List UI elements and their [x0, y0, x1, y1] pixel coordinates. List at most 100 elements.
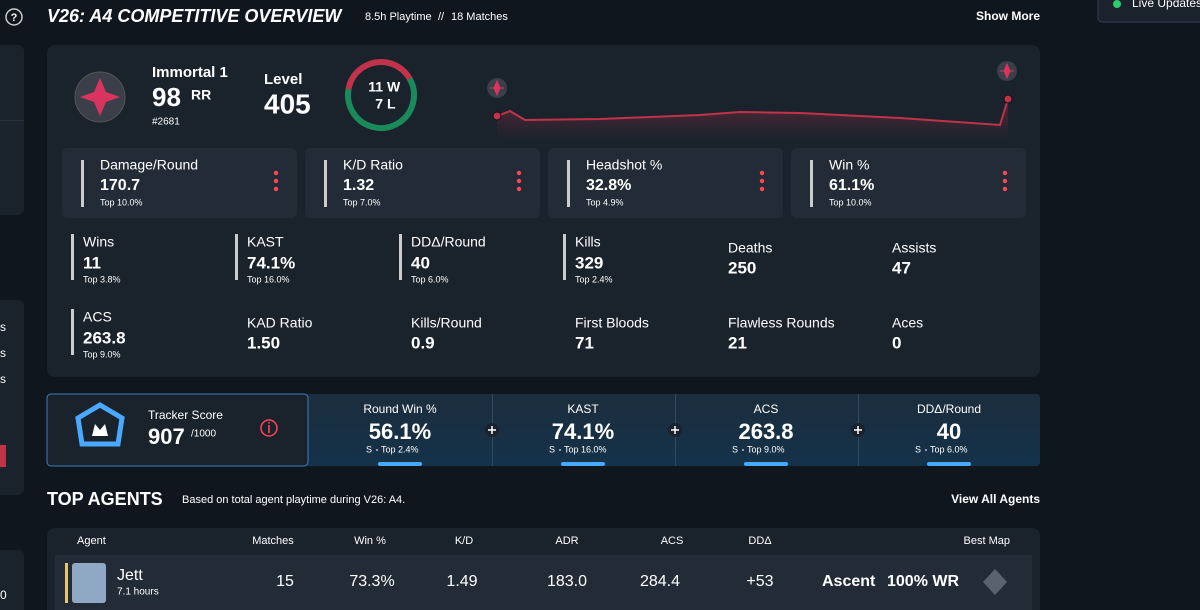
tracker-item-grade: S: [732, 444, 738, 454]
kebab-dot[interactable]: [273, 178, 279, 184]
tracker-item-bar: [744, 462, 788, 466]
tracker-item-value: 263.8: [738, 419, 793, 444]
stat-label: Damage/Round: [100, 157, 198, 173]
tracker-item-grade: S: [549, 444, 555, 454]
stat-label: KAST: [247, 234, 284, 250]
tracker-item-bar: [561, 462, 605, 466]
wins: 11: [368, 79, 383, 95]
stat-value: 1.50: [247, 333, 280, 352]
rank-rr: 98: [152, 82, 181, 112]
stat-value: 1.32: [343, 177, 374, 194]
plus-glyph: [854, 426, 862, 434]
agent-hours: 7.1 hours: [117, 587, 159, 598]
kebab-dot[interactable]: [1002, 186, 1008, 192]
sidebar-item: 0: [0, 588, 7, 602]
agent-row-marker: [65, 563, 68, 603]
column-header: Agent: [77, 535, 106, 547]
stat-label: Headshot %: [586, 157, 662, 173]
kebab-dot[interactable]: [759, 186, 765, 192]
rating-point: [492, 111, 502, 121]
kebab-dot[interactable]: [516, 170, 522, 176]
grade-dot: [925, 449, 927, 451]
stat-top: Top 7.0%: [343, 197, 381, 207]
stat-bar: [235, 234, 238, 280]
rank-emblem-small: [1000, 62, 1014, 80]
matches: 18 Matches: [451, 11, 508, 23]
agent-row[interactable]: [55, 555, 1032, 610]
stat-value: 170.7: [100, 177, 140, 194]
sidebar-marker: [0, 445, 6, 467]
stat-label: KAD Ratio: [247, 315, 313, 331]
stat-bar: [399, 234, 402, 280]
sidebar-panel: [0, 45, 24, 215]
column-header: Best Map: [964, 535, 1010, 547]
grade-dot: [742, 449, 744, 451]
agent-name: Jett: [117, 567, 143, 584]
tracker-item-grade: S: [915, 444, 921, 454]
stat-value: 47: [892, 258, 911, 277]
tracker-max: /1000: [191, 429, 216, 440]
stat-value: 263.8: [83, 328, 126, 347]
help-glyph: ?: [11, 12, 18, 24]
losses: 7: [375, 96, 383, 112]
losses-unit: L: [387, 96, 396, 112]
stat-card: [791, 148, 1026, 218]
tracker-item-top: Top 16.0%: [564, 444, 607, 454]
stat-value: 0: [892, 333, 901, 352]
agent-cell: 73.3%: [349, 573, 394, 590]
stat-card: [548, 148, 783, 218]
stat-card: [62, 148, 297, 218]
stat-label: ACS: [83, 309, 112, 325]
stat-label: Deaths: [728, 240, 772, 256]
rank-emblem: [80, 78, 120, 116]
help-icon[interactable]: [5, 8, 23, 26]
sidebar-panel: [0, 550, 24, 610]
kebab-dot[interactable]: [273, 186, 279, 192]
stat-bar: [81, 160, 84, 207]
tracker-item-label: Round Win %: [363, 402, 437, 416]
stat-top: Top 6.0%: [411, 274, 449, 284]
live-box[interactable]: [1097, 0, 1200, 23]
map-icon: [983, 569, 1007, 595]
stat-label: K/D Ratio: [343, 157, 403, 173]
kebab-dot[interactable]: [1002, 178, 1008, 184]
stat-label: Win %: [829, 157, 869, 173]
kebab-dot[interactable]: [516, 186, 522, 192]
tracker-item-value: 40: [937, 419, 961, 444]
kebab-dot[interactable]: [1002, 170, 1008, 176]
kebab-dot[interactable]: [759, 170, 765, 176]
best-map-wr: 100% WR: [887, 573, 959, 590]
stat-value: 61.1%: [829, 177, 874, 194]
info-icon[interactable]: [260, 419, 278, 437]
tracker-icon: [75, 402, 125, 447]
stat-value: 0.9: [411, 333, 435, 352]
view-all-agents[interactable]: View All Agents: [951, 492, 1040, 506]
stat-value: 21: [728, 333, 747, 352]
tracker-score: 907: [148, 424, 185, 449]
agents-title: TOP AGENTS: [47, 489, 163, 509]
stat-value: 71: [575, 333, 594, 352]
stat-top: Top 9.0%: [83, 349, 121, 359]
stat-label: Aces: [892, 315, 923, 331]
stat-label: Assists: [892, 240, 936, 256]
plus-glyph: [671, 426, 679, 434]
show-more[interactable]: Show More: [976, 9, 1040, 23]
grade-dot: [559, 449, 561, 451]
kebab-dot[interactable]: [516, 178, 522, 184]
agents-subtitle: Based on total agent playtime during V26…: [182, 494, 405, 506]
stat-top: Top 10.0%: [100, 197, 143, 207]
rank-name: Immortal 1: [152, 64, 228, 81]
level: 405: [264, 88, 311, 119]
best-map: Ascent: [822, 573, 876, 590]
kebab-dot[interactable]: [759, 178, 765, 184]
grade-dot: [376, 449, 378, 451]
title: V26: A4 COMPETITIVE OVERVIEW: [47, 6, 343, 26]
column-header: ADR: [555, 535, 578, 547]
kebab-dot[interactable]: [273, 170, 279, 176]
column-header: DDΔ: [748, 535, 772, 547]
agent-cell: 183.0: [547, 573, 587, 590]
stat-value: 32.8%: [586, 177, 631, 194]
tracker-item-top: Top 9.0%: [747, 444, 785, 454]
tracker-item-value: 74.1%: [552, 419, 614, 444]
tracker-item-bar: [378, 462, 422, 466]
